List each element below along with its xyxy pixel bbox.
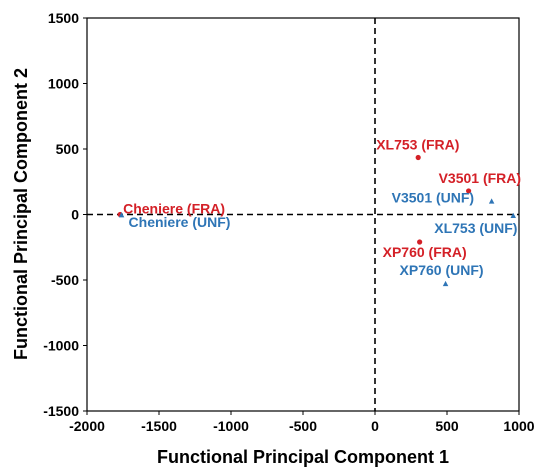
label-xl753-unf: XL753 (UNF)	[434, 220, 517, 236]
y-axis-title: Functional Principal Component 2	[11, 68, 31, 360]
y-tick-label: 0	[71, 207, 79, 223]
x-axis-ticks: -2000 -1500 -1000 -500 0 500 1000	[69, 411, 535, 434]
x-tick-label: 0	[371, 418, 379, 434]
label-v3501-unf: V3501 (UNF)	[392, 189, 474, 205]
y-tick-label: 1000	[48, 76, 79, 92]
point-xp760-unf	[442, 280, 449, 287]
y-tick-label: 500	[56, 141, 80, 157]
label-v3501-fra: V3501 (FRA)	[439, 170, 521, 186]
y-tick-label: -500	[51, 272, 79, 288]
point-xl753-fra	[415, 154, 421, 161]
y-axis-ticks: -1500 -1000 -500 0 500 1000 1500	[43, 10, 87, 419]
point-xl753-unf	[510, 212, 516, 219]
y-tick-label: -1500	[43, 403, 79, 419]
y-tick-label: 1500	[48, 10, 79, 26]
data-labels: Cheniere (FRA) XL753 (FRA) V3501 (FRA) XP76…	[123, 137, 521, 278]
x-tick-label: -1500	[141, 418, 177, 434]
point-xp760-fra	[417, 239, 423, 245]
data-points	[117, 154, 516, 287]
label-xl753-fra: XL753 (FRA)	[376, 137, 459, 153]
x-tick-label: -2000	[69, 418, 105, 434]
x-tick-label: 1000	[503, 418, 534, 434]
label-cheniere-fra: Cheniere (FRA)	[123, 201, 225, 217]
point-v3501-unf	[488, 198, 495, 204]
y-tick-label: -1000	[43, 338, 79, 354]
x-tick-label: 500	[435, 418, 459, 434]
reference-lines	[87, 18, 519, 411]
point-v3501-fra	[466, 188, 472, 194]
x-tick-label: -500	[289, 418, 317, 434]
point-cheniere-unf	[118, 212, 125, 218]
x-axis-title: Functional Principal Component 1	[157, 447, 449, 467]
label-xp760-fra: XP760 (FRA)	[383, 244, 467, 260]
label-cheniere-unf: Cheniere (UNF)	[129, 214, 231, 230]
label-xp760-unf: XP760 (UNF)	[400, 262, 484, 278]
x-tick-label: -1000	[213, 418, 249, 434]
